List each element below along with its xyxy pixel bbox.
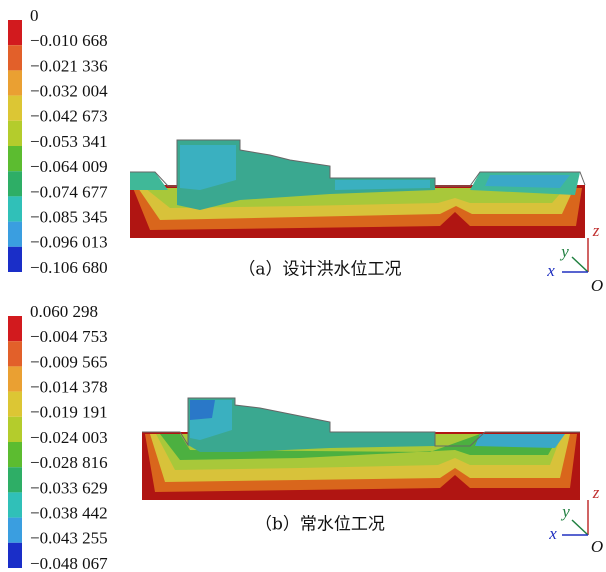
colorbar-swatch bbox=[8, 247, 22, 272]
legend-label: 0 bbox=[30, 6, 39, 25]
legend-label: −0.038 442 bbox=[30, 504, 108, 523]
legend-label: −0.021 336 bbox=[30, 56, 108, 75]
axis-label: y bbox=[560, 502, 570, 521]
legend-label: −0.019 191 bbox=[30, 403, 108, 422]
colorbar-swatch bbox=[8, 196, 22, 221]
model-a bbox=[130, 140, 585, 238]
axis-label: O bbox=[591, 537, 603, 556]
axis-label: O bbox=[591, 276, 603, 295]
colorbar-swatch bbox=[8, 492, 22, 517]
colorbar-swatch bbox=[8, 45, 22, 70]
colorbar-swatch bbox=[8, 146, 22, 171]
colorbar-swatch bbox=[8, 316, 22, 341]
legend-label: −0.024 003 bbox=[30, 428, 108, 447]
legend-label: −0.033 629 bbox=[30, 478, 108, 497]
colorbar-swatch bbox=[8, 417, 22, 442]
figure: 0 −0.010 668 −0.021 336 −0.032 004 −0.042 67… bbox=[0, 0, 606, 572]
legend-label: −0.032 004 bbox=[30, 82, 108, 101]
legend-label: −0.048 067 bbox=[30, 554, 108, 572]
legend-label: 0.060 298 bbox=[30, 302, 98, 321]
colorbar-swatch bbox=[8, 70, 22, 95]
axis-label: x bbox=[546, 261, 555, 280]
legend-label: −0.053 341 bbox=[30, 132, 108, 151]
legend-label: −0.014 378 bbox=[30, 378, 108, 397]
legend-label: −0.010 668 bbox=[30, 31, 108, 50]
colorbar-swatch bbox=[8, 222, 22, 247]
colorbar-swatch bbox=[8, 392, 22, 417]
legend-label: −0.064 009 bbox=[30, 157, 108, 176]
colorbar-swatch bbox=[8, 171, 22, 196]
legend-label: −0.042 673 bbox=[30, 107, 108, 126]
axis-label: y bbox=[559, 242, 569, 261]
axis-label: x bbox=[548, 524, 557, 543]
legend-label: −0.004 753 bbox=[30, 327, 108, 346]
legend-label: −0.085 345 bbox=[30, 208, 108, 227]
colorbar-swatch bbox=[8, 543, 22, 568]
colorbar-swatch bbox=[8, 341, 22, 366]
colorbar-swatch bbox=[8, 96, 22, 121]
colorbar-swatch bbox=[8, 442, 22, 467]
legend-label: −0.043 255 bbox=[30, 529, 108, 548]
axis-label: z bbox=[592, 483, 600, 502]
colorbar-swatch bbox=[8, 518, 22, 543]
legend-label: −0.074 677 bbox=[30, 182, 108, 201]
legend-label: −0.096 013 bbox=[30, 233, 108, 252]
legend-label: −0.009 565 bbox=[30, 352, 108, 371]
colorbar-swatch bbox=[8, 20, 22, 45]
colorbar-swatch bbox=[8, 467, 22, 492]
caption: （a）设计洪水位工况 bbox=[238, 260, 401, 280]
colorbar-swatch bbox=[8, 121, 22, 146]
caption: （b）常水位工况 bbox=[255, 515, 385, 535]
legend-label: −0.028 816 bbox=[30, 453, 108, 472]
axis-label: z bbox=[592, 221, 600, 240]
colorbar-swatch bbox=[8, 366, 22, 391]
model-b bbox=[142, 398, 580, 500]
legend-label: −0.106 680 bbox=[30, 258, 108, 277]
